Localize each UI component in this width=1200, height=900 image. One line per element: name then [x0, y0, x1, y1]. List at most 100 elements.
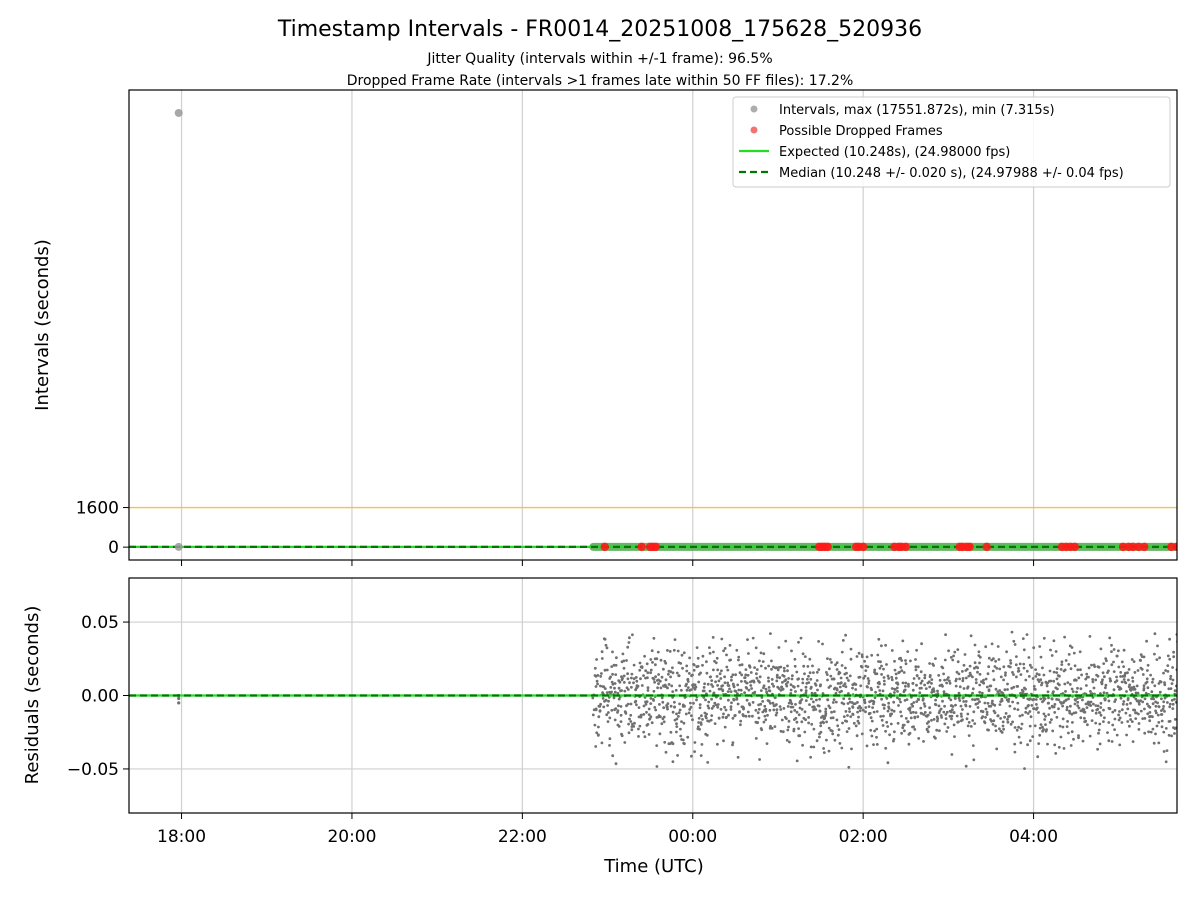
residual-point	[713, 722, 717, 725]
residual-point	[1155, 724, 1159, 728]
residual-point	[599, 684, 602, 688]
residual-point	[943, 658, 947, 662]
residual-point	[706, 761, 710, 764]
residual-point	[838, 671, 842, 675]
residual-point	[923, 676, 927, 680]
residual-point	[1107, 699, 1111, 703]
residual-point	[804, 685, 808, 689]
residual-point	[598, 709, 602, 713]
residual-point	[1164, 727, 1168, 730]
residual-point	[851, 706, 855, 709]
residual-point	[743, 676, 747, 679]
residual-point	[915, 700, 919, 703]
residual-point	[725, 665, 729, 669]
residual-point	[1065, 705, 1069, 709]
residual-point	[1156, 701, 1159, 705]
residual-point	[647, 733, 651, 736]
residual-point	[1153, 632, 1157, 636]
residual-point	[935, 728, 939, 732]
residual-point	[898, 670, 901, 674]
residual-point	[763, 704, 767, 708]
residual-point	[812, 671, 815, 674]
residual-point	[834, 700, 838, 704]
residual-point	[599, 675, 603, 678]
residual-point	[804, 699, 808, 702]
residual-point	[965, 717, 969, 721]
residual-point	[1141, 673, 1145, 676]
residual-point	[1019, 741, 1023, 745]
residual-point	[978, 661, 981, 665]
residual-point	[624, 712, 628, 715]
residual-point	[1002, 727, 1005, 731]
residual-point	[870, 734, 874, 738]
residual-point	[954, 703, 957, 707]
residual-point	[767, 686, 771, 689]
residual-point	[1031, 677, 1035, 680]
residual-point	[1156, 644, 1159, 648]
residual-point	[709, 718, 713, 722]
residual-point	[1162, 730, 1166, 734]
residual-point	[1120, 721, 1124, 724]
residual-point	[680, 653, 684, 657]
residual-point	[1012, 639, 1016, 643]
residual-point	[779, 708, 783, 711]
residual-point	[685, 682, 688, 686]
residual-point	[710, 714, 714, 717]
residual-point	[751, 636, 755, 640]
residual-point	[1013, 707, 1016, 711]
residual-point	[1087, 666, 1091, 670]
residual-point	[669, 675, 672, 679]
residual-point	[635, 679, 639, 683]
residual-point	[688, 656, 691, 660]
residual-point	[928, 675, 932, 679]
residual-point	[993, 665, 997, 668]
residual-point	[957, 696, 961, 700]
residual-point	[1089, 704, 1093, 707]
residual-point	[969, 673, 973, 677]
residual-point	[1024, 687, 1027, 691]
residual-point	[1067, 731, 1070, 735]
residual-point	[944, 633, 947, 637]
residual-point	[1000, 731, 1004, 734]
residual-point	[942, 710, 946, 714]
residual-point	[864, 706, 868, 709]
residual-point	[884, 746, 888, 750]
residual-point	[677, 674, 681, 678]
residual-point	[596, 674, 600, 677]
residual-point	[745, 698, 749, 702]
residual-point	[610, 708, 614, 712]
residual-point	[976, 670, 979, 674]
residual-point	[882, 707, 886, 710]
residual-point	[1085, 706, 1089, 709]
residual-point	[824, 714, 827, 717]
residual-point	[1022, 648, 1026, 652]
residual-point	[1102, 720, 1105, 723]
residual-point	[1101, 678, 1104, 682]
residual-point	[848, 707, 851, 710]
residual-point	[1117, 713, 1120, 717]
residual-point	[602, 705, 606, 709]
residual-point	[1064, 690, 1067, 693]
residual-point	[822, 721, 825, 725]
residual-point	[827, 749, 831, 753]
residual-point	[1150, 690, 1154, 694]
residual-point	[710, 707, 714, 710]
dropped-frame-point	[1070, 542, 1079, 552]
residual-point	[627, 641, 631, 644]
residual-point	[760, 728, 764, 732]
residual-point	[629, 702, 633, 706]
residual-point	[806, 665, 810, 668]
residual-point	[732, 685, 736, 689]
residual-point	[654, 663, 657, 667]
residual-point	[738, 663, 742, 667]
residual-point	[601, 697, 605, 700]
residual-point	[750, 687, 753, 690]
residual-point	[1134, 717, 1138, 720]
residual-point	[1136, 691, 1140, 695]
residual-point	[642, 730, 646, 734]
residual-point	[671, 710, 675, 714]
residual-point	[634, 676, 638, 679]
residual-point	[699, 671, 702, 675]
residual-point	[948, 679, 951, 683]
residual-point	[746, 673, 750, 677]
